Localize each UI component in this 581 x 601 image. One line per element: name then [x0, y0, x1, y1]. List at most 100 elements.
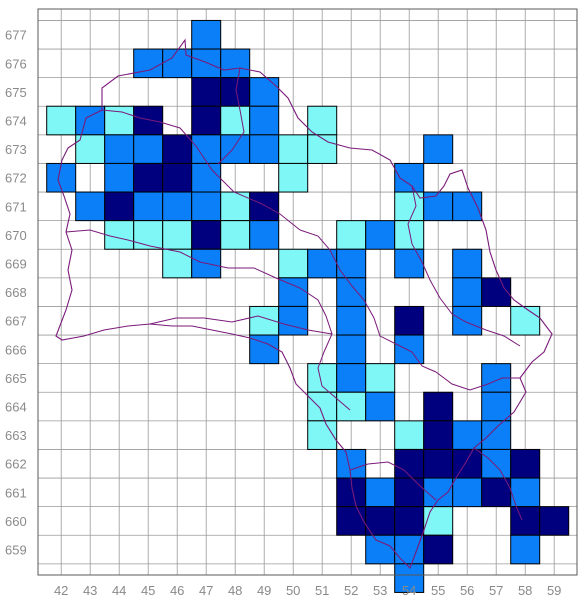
x-tick-label: 52: [344, 583, 358, 598]
grid-cell-level-2: [336, 305, 367, 336]
x-tick-label: 49: [257, 583, 271, 598]
grid-cell-level-2: [307, 248, 338, 279]
grid-cell-level-3: [162, 162, 193, 193]
grid-cell-level-3: [510, 506, 541, 536]
y-tick-label: 668: [5, 285, 27, 300]
grid-cell-level-2: [133, 134, 164, 164]
grid-cell-level-1: [133, 220, 164, 250]
internal-boundary-3: [217, 67, 245, 165]
x-tick-label: 47: [199, 583, 213, 598]
grid-cell-level-3: [220, 77, 251, 107]
y-tick-label: 665: [5, 371, 27, 386]
grid-cell-level-2: [452, 477, 483, 508]
grid-cell-level-2: [191, 191, 222, 222]
y-tick-label: 661: [5, 485, 27, 500]
x-tick-label: 44: [112, 583, 126, 598]
y-tick-label: 675: [5, 85, 27, 100]
grid-cell-level-3: [510, 448, 541, 479]
y-tick-label: 660: [5, 514, 27, 529]
internal-boundary-6: [407, 185, 521, 347]
x-tick-label: 58: [518, 583, 532, 598]
grid-cell-level-3: [191, 77, 222, 107]
grid-cell-level-3: [133, 105, 164, 136]
grid-cell-level-1: [278, 248, 309, 279]
grid-cell-level-2: [162, 48, 193, 79]
grid-cell-level-1: [394, 420, 425, 450]
y-tick-label: 673: [5, 142, 27, 157]
grid-cell-level-2: [365, 477, 396, 508]
grid-cell-level-2: [394, 334, 425, 365]
grid-cell-level-2: [510, 477, 541, 508]
grid-cell-level-2: [249, 77, 280, 107]
y-tick-label: 670: [5, 228, 27, 243]
grid-cell-level-2: [133, 191, 164, 222]
grid-cell-level-2: [481, 391, 512, 422]
x-tick-label: 51: [315, 583, 329, 598]
grid-cell-level-2: [481, 420, 512, 450]
y-axis-labels: 677 676 675 674 673 672 671 670 669 668 667 666 665 6…: [5, 28, 27, 558]
y-tick-label: 659: [5, 543, 27, 558]
grid-cell-level-3: [481, 477, 512, 508]
x-tick-label: 56: [460, 583, 474, 598]
grid-cell-level-1: [220, 220, 251, 250]
grid-cell-level-3: [394, 477, 425, 508]
outline-west-lobe: [55, 38, 553, 569]
grid-cell-level-3: [423, 391, 454, 422]
internal-boundary-10: [149, 315, 333, 335]
grid-cell-level-1: [278, 162, 309, 193]
x-tick-label: 42: [54, 583, 68, 598]
grid-cell-level-3: [394, 448, 425, 479]
y-tick-label: 674: [5, 114, 27, 129]
grid-cell-level-2: [191, 19, 222, 50]
internal-boundary-9: [473, 447, 523, 521]
grid-cell-level-2: [394, 162, 425, 193]
grid-cell-level-2: [452, 248, 483, 279]
y-tick-label: 672: [5, 171, 27, 186]
x-tick-label: 50: [286, 583, 300, 598]
internal-boundary-2: [65, 229, 301, 289]
grid-cell-level-2: [249, 220, 280, 250]
grid-cell-level-2: [278, 277, 309, 307]
grid-cell-level-2: [249, 134, 280, 164]
map-frame: [37, 8, 578, 576]
grid-cell-level-3: [452, 448, 483, 479]
grid-cell-level-2: [104, 162, 135, 193]
grid-cell-level-2: [191, 134, 222, 164]
grid-cell-level-2: [162, 191, 193, 222]
grid-cell-level-1: [307, 134, 338, 164]
grid-cell-level-1: [307, 363, 338, 393]
grid-cell-level-1: [307, 391, 338, 422]
grid-cell-level-1: [307, 105, 338, 136]
grid-cell-level-2: [423, 134, 454, 164]
x-tick-label: 45: [141, 583, 155, 598]
internal-boundary-8: [349, 461, 437, 501]
grid-cell-level-3: [162, 134, 193, 164]
grid-cell-level-3: [249, 191, 280, 222]
grid-cell-level-1: [104, 220, 135, 250]
y-tick-label: 667: [5, 314, 27, 329]
y-tick-label: 676: [5, 56, 27, 71]
grid-cell-level-2: [249, 105, 280, 136]
y-tick-label: 666: [5, 342, 27, 357]
grid-cell-level-2: [75, 191, 106, 222]
grid-cell-level-2: [365, 534, 396, 565]
x-tick-label: 43: [83, 583, 97, 598]
grid-cell-level-2: [133, 48, 164, 79]
grid-cell-level-2: [452, 305, 483, 336]
x-tick-label: 59: [547, 583, 561, 598]
grid-cell-level-2: [394, 248, 425, 279]
grid-cell-level-1: [278, 134, 309, 164]
grid-cell-level-1: [307, 420, 338, 450]
grid-cell-level-1: [162, 220, 193, 250]
y-tick-label: 677: [5, 28, 27, 43]
y-tick-label: 663: [5, 428, 27, 443]
grid-cell-level-3: [104, 191, 135, 222]
grid-cell-level-2: [191, 48, 222, 79]
grid-cell-level-1: [46, 105, 77, 136]
grid-cell-level-1: [162, 248, 193, 279]
grid-cell-level-3: [336, 506, 367, 536]
grid-cell-level-2: [452, 191, 483, 222]
grid-cell-level-3: [423, 448, 454, 479]
grid-cell-level-2: [336, 277, 367, 307]
grid-cell-level-3: [191, 105, 222, 136]
